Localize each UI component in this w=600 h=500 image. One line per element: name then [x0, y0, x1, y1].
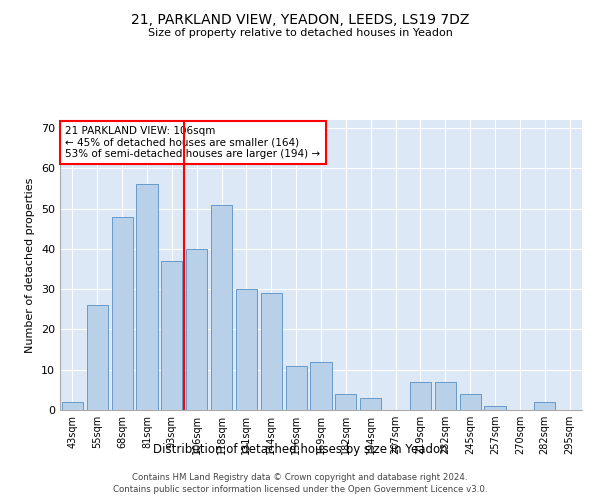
Bar [236, 289, 257, 410]
Bar [335, 394, 356, 410]
Bar [286, 366, 307, 410]
Bar [534, 402, 555, 410]
Bar [460, 394, 481, 410]
Text: Distribution of detached houses by size in Yeadon: Distribution of detached houses by size … [152, 442, 448, 456]
Bar [435, 382, 456, 410]
Text: 21, PARKLAND VIEW, YEADON, LEEDS, LS19 7DZ: 21, PARKLAND VIEW, YEADON, LEEDS, LS19 7… [131, 12, 469, 26]
Bar [136, 184, 158, 410]
Text: Contains HM Land Registry data © Crown copyright and database right 2024.: Contains HM Land Registry data © Crown c… [132, 472, 468, 482]
Bar [87, 306, 108, 410]
Bar [211, 204, 232, 410]
Bar [360, 398, 381, 410]
Bar [310, 362, 332, 410]
Bar [410, 382, 431, 410]
Bar [261, 293, 282, 410]
Bar [112, 216, 133, 410]
Bar [484, 406, 506, 410]
Bar [161, 261, 182, 410]
Y-axis label: Number of detached properties: Number of detached properties [25, 178, 35, 352]
Bar [62, 402, 83, 410]
Text: 21 PARKLAND VIEW: 106sqm
← 45% of detached houses are smaller (164)
53% of semi-: 21 PARKLAND VIEW: 106sqm ← 45% of detach… [65, 126, 320, 159]
Bar [186, 249, 207, 410]
Text: Size of property relative to detached houses in Yeadon: Size of property relative to detached ho… [148, 28, 452, 38]
Text: Contains public sector information licensed under the Open Government Licence v3: Contains public sector information licen… [113, 485, 487, 494]
